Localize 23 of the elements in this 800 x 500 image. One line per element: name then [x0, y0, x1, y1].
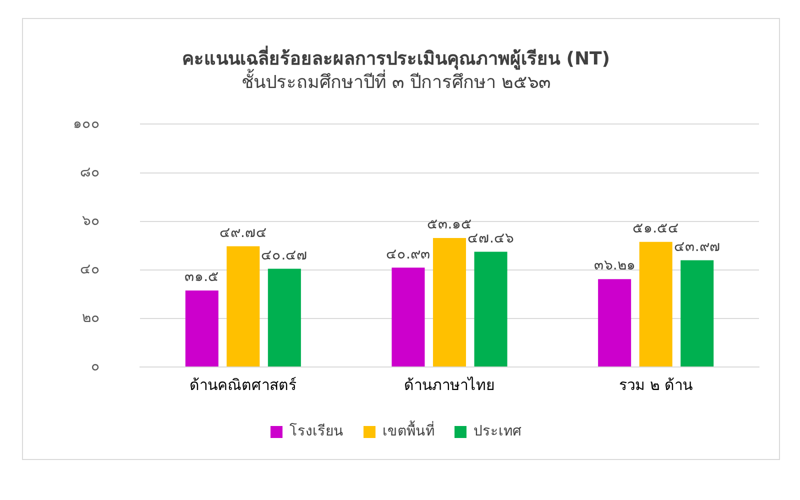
- data-label: ๓๑.๕: [184, 269, 220, 286]
- y-tick-label: ๔๐: [80, 262, 100, 278]
- legend-label: โรงเรียน: [290, 422, 344, 440]
- x-tick-label: รวม ๒ ด้าน: [619, 376, 693, 394]
- y-tick-label: ๐: [91, 358, 100, 375]
- data-label: ๓๖.๒๑: [594, 258, 636, 274]
- legend-label: ประเทศ: [474, 424, 522, 440]
- data-label: ๕๑.๕๔: [632, 220, 680, 236]
- x-tick-label: ด้านภาษาไทย: [404, 376, 495, 394]
- data-label: ๔๙.๗๔: [219, 224, 267, 241]
- chart-subtitle: ชั้นประถมศึกษาปีที่ ๓ ปีการศึกษา ๒๕๖๓: [241, 69, 551, 94]
- data-label: ๔๗.๔๖: [468, 230, 514, 246]
- y-tick-label: ๘๐: [80, 164, 100, 180]
- y-tick-label: ๖๐: [82, 212, 100, 229]
- data-label: ๕๓.๑๕: [426, 216, 472, 233]
- data-label: ๔๓.๙๗: [674, 238, 720, 255]
- y-tick-label: ๒๐: [82, 310, 100, 326]
- chart-title: คะแนนเฉลี่ยร้อยละผลการประเมินคุณภาพผู้เรียน (NT): [182, 45, 610, 70]
- legend-label: เขตพื้นที่: [382, 420, 434, 440]
- x-tick-label: ด้านคณิตศาสตร์: [190, 376, 297, 394]
- y-tick-label: ๑๐๐: [73, 116, 100, 132]
- data-label: ๔๐.๔๗: [261, 247, 308, 264]
- data-label: ๔๐.๙๓: [386, 246, 430, 262]
